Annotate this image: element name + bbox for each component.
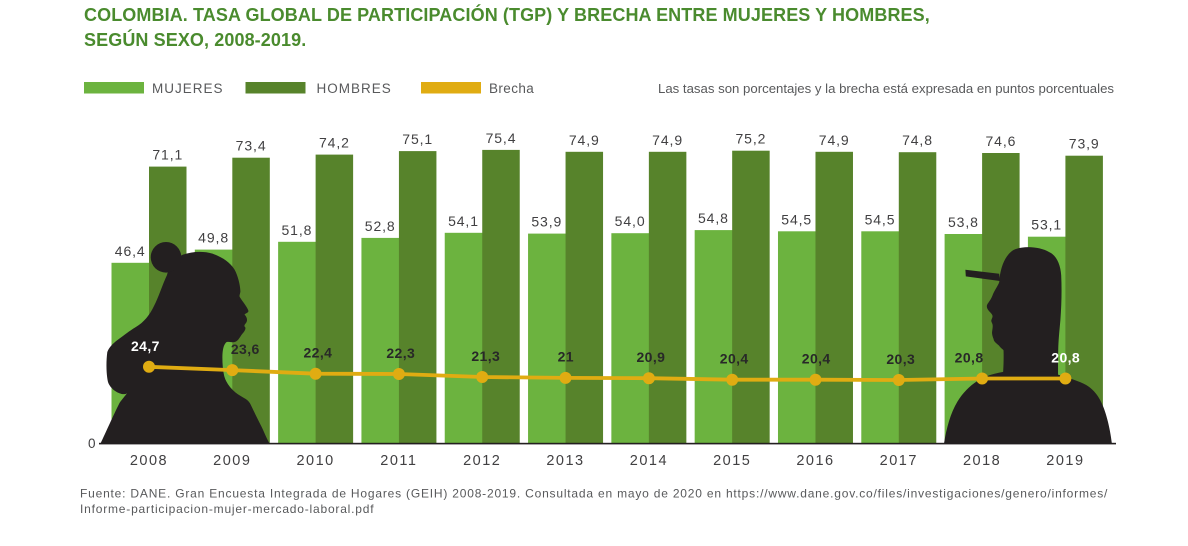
svg-text:73,4: 73,4 [236, 138, 267, 154]
svg-text:2009: 2009 [213, 453, 251, 469]
svg-text:53,9: 53,9 [531, 214, 562, 230]
svg-text:74,9: 74,9 [819, 132, 850, 148]
svg-text:49,8: 49,8 [198, 230, 229, 246]
svg-text:53,8: 53,8 [948, 214, 979, 230]
svg-text:54,1: 54,1 [448, 213, 479, 229]
svg-text:Brecha: Brecha [489, 81, 534, 96]
svg-text:2008: 2008 [130, 453, 168, 469]
svg-text:2013: 2013 [546, 453, 584, 469]
svg-text:75,1: 75,1 [402, 131, 433, 147]
svg-text:21,3: 21,3 [471, 348, 500, 364]
svg-text:23,6: 23,6 [231, 341, 260, 357]
svg-text:54,8: 54,8 [698, 210, 729, 226]
svg-text:73,9: 73,9 [1069, 136, 1100, 152]
svg-text:54,5: 54,5 [781, 211, 812, 227]
svg-text:20,3: 20,3 [886, 351, 915, 367]
svg-text:75,4: 75,4 [486, 130, 517, 146]
svg-text:74,2: 74,2 [319, 135, 350, 151]
svg-text:20,4: 20,4 [802, 351, 831, 367]
svg-text:2019: 2019 [1046, 453, 1084, 469]
svg-text:22,4: 22,4 [303, 345, 332, 361]
svg-text:COLOMBIA. TASA GLOBAL DE PARTI: COLOMBIA. TASA GLOBAL DE PARTICIPACIÓN (… [84, 4, 930, 25]
svg-text:HOMBRES: HOMBRES [317, 81, 392, 96]
svg-text:MUJERES: MUJERES [152, 81, 224, 96]
svg-text:75,2: 75,2 [735, 131, 766, 147]
svg-text:22,3: 22,3 [386, 345, 415, 361]
svg-text:2012: 2012 [463, 453, 501, 469]
svg-text:2018: 2018 [963, 453, 1001, 469]
svg-text:20,8: 20,8 [955, 349, 984, 365]
svg-text:0: 0 [88, 436, 96, 451]
svg-text:74,8: 74,8 [902, 132, 933, 148]
svg-text:20,9: 20,9 [636, 349, 665, 365]
svg-text:Informe-participacion-mujer-me: Informe-participacion-mujer-mercado-labo… [80, 502, 374, 516]
svg-text:51,8: 51,8 [281, 222, 312, 238]
svg-text:2015: 2015 [713, 453, 751, 469]
svg-text:Las tasas son porcentajes y la: Las tasas son porcentajes y la brecha es… [658, 81, 1114, 96]
svg-text:20,4: 20,4 [720, 351, 749, 367]
svg-text:54,0: 54,0 [615, 213, 646, 229]
svg-text:24,7: 24,7 [131, 338, 160, 354]
svg-text:2016: 2016 [796, 453, 834, 469]
svg-text:20,8: 20,8 [1051, 349, 1080, 365]
svg-text:74,9: 74,9 [569, 132, 600, 148]
svg-text:2017: 2017 [880, 453, 918, 469]
svg-text:54,5: 54,5 [865, 211, 896, 227]
svg-text:Fuente: DANE. Gran Encuesta In: Fuente: DANE. Gran Encuesta Integrada de… [80, 487, 1108, 501]
svg-text:53,1: 53,1 [1031, 217, 1062, 233]
svg-text:74,9: 74,9 [652, 132, 683, 148]
svg-text:52,8: 52,8 [365, 218, 396, 234]
svg-text:74,6: 74,6 [985, 133, 1016, 149]
svg-text:SEGÚN SEXO, 2008-2019.: SEGÚN SEXO, 2008-2019. [84, 29, 306, 50]
svg-text:2011: 2011 [380, 453, 417, 469]
svg-text:2014: 2014 [630, 453, 668, 469]
svg-text:2010: 2010 [296, 453, 334, 469]
svg-text:21: 21 [558, 349, 574, 365]
svg-text:46,4: 46,4 [115, 243, 146, 259]
svg-text:71,1: 71,1 [152, 147, 183, 163]
